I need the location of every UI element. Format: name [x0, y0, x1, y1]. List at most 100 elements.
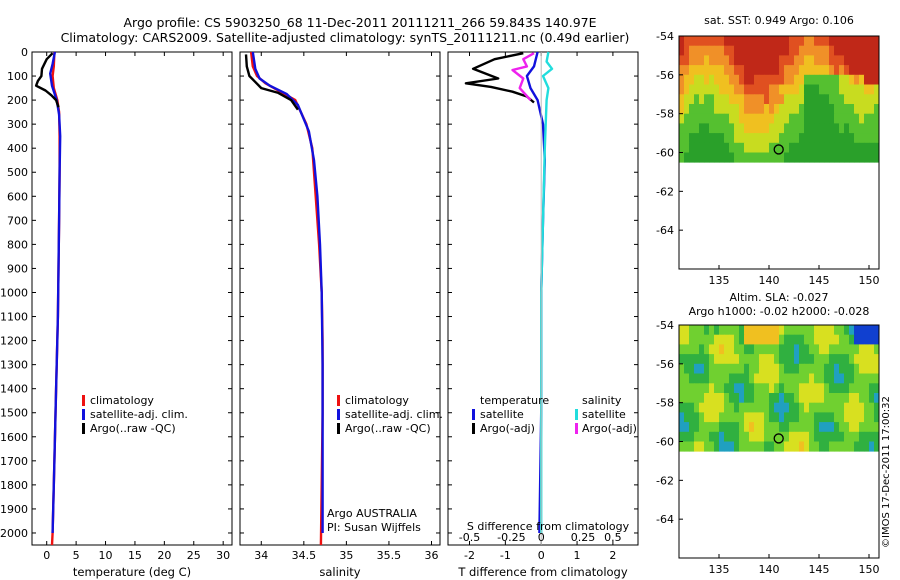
heatmap-cell	[869, 142, 875, 153]
heatmap-cell	[694, 393, 700, 404]
heatmap-cell	[834, 402, 840, 413]
heatmap-cell	[709, 65, 715, 76]
heatmap-cell	[699, 55, 705, 66]
heatmap-cell	[734, 344, 740, 355]
heatmap-cell	[789, 422, 795, 433]
heatmap-cell	[794, 133, 800, 144]
heatmap-cell	[729, 344, 735, 355]
heatmap-cell	[874, 123, 880, 134]
heatmap-cell	[839, 36, 845, 47]
heatmap-cell	[864, 113, 870, 124]
heatmap-cell	[864, 334, 870, 345]
heatmap-cell	[774, 36, 780, 47]
heatmap-cell	[729, 393, 735, 404]
heatmap-cell	[829, 55, 835, 66]
heatmap-cell	[869, 422, 875, 433]
heatmap-cell	[799, 402, 805, 413]
heatmap-cell	[824, 113, 830, 124]
heatmap-cell	[854, 152, 860, 163]
heatmap-cell	[684, 133, 690, 144]
heatmap-cell	[794, 344, 800, 355]
heatmap-cell	[719, 373, 725, 384]
heatmap-cell	[799, 152, 805, 163]
heatmap-cell	[684, 383, 690, 394]
lon-tick-label: 135	[709, 274, 730, 287]
heatmap-cell	[739, 104, 745, 115]
legend-swatch	[337, 395, 340, 406]
heatmap-cell	[824, 393, 830, 404]
heatmap-cell	[869, 133, 875, 144]
heatmap-cell	[759, 65, 765, 76]
heatmap-cell	[764, 441, 770, 452]
heatmap-cell	[764, 363, 770, 374]
heatmap-cell	[714, 84, 720, 95]
heatmap-cell	[769, 393, 775, 404]
heatmap-cell	[759, 142, 765, 153]
heatmap-cell	[769, 363, 775, 374]
heatmap-cell	[764, 383, 770, 394]
heatmap-cell	[729, 65, 735, 76]
heatmap-cell	[869, 373, 875, 384]
heatmap-cell	[709, 94, 715, 105]
heatmap-cell	[714, 422, 720, 433]
heatmap-cell	[699, 344, 705, 355]
lat-tick-label: -54	[656, 30, 674, 43]
heatmap-cell	[729, 373, 735, 384]
heatmap-cell	[859, 383, 865, 394]
heatmap-cell	[759, 373, 765, 384]
heatmap-cell	[754, 74, 760, 85]
heatmap-cell	[874, 402, 880, 413]
heatmap-cell	[729, 354, 735, 365]
legend-label: climatology	[345, 394, 409, 407]
lat-tick-label: -62	[656, 185, 674, 198]
heatmap-cell	[869, 412, 875, 423]
heatmap-cell	[719, 113, 725, 124]
heatmap-cell	[754, 104, 760, 115]
heatmap-cell	[814, 431, 820, 442]
heatmap-cell	[739, 431, 745, 442]
heatmap-cell	[719, 431, 725, 442]
heatmap-cell	[799, 133, 805, 144]
heatmap-cell	[854, 104, 860, 115]
heatmap-cell	[749, 325, 755, 336]
heatmap-cell	[774, 393, 780, 404]
heatmap-cell	[789, 133, 795, 144]
heatmap-cell	[819, 84, 825, 95]
heatmap-cell	[684, 104, 690, 115]
heatmap-cell	[809, 412, 815, 423]
heatmap-cell	[739, 152, 745, 163]
heatmap-cell	[834, 325, 840, 336]
heatmap-cell	[814, 412, 820, 423]
heatmap-cell	[729, 431, 735, 442]
argo-position-marker	[773, 144, 784, 155]
heatmap-cell	[779, 412, 785, 423]
heatmap-cell	[789, 334, 795, 345]
heatmap-cell	[854, 354, 860, 365]
heatmap-cell	[719, 104, 725, 115]
heatmap-cell	[859, 393, 865, 404]
heatmap-cell	[704, 74, 710, 85]
heatmap-cell	[804, 325, 810, 336]
heatmap-cell	[804, 36, 810, 47]
heatmap-cell	[794, 393, 800, 404]
heatmap-cell	[694, 441, 700, 452]
heatmap-cell	[689, 74, 695, 85]
heatmap-cell	[834, 55, 840, 66]
heatmap-cell	[779, 65, 785, 76]
heatmap-cell	[789, 354, 795, 365]
heatmap-cell	[849, 152, 855, 163]
heatmap-cell	[749, 65, 755, 76]
heatmap-cell	[699, 393, 705, 404]
heatmap-cell	[679, 152, 685, 163]
heatmap-cell	[779, 441, 785, 452]
heatmap-cell	[854, 393, 860, 404]
heatmap-cell	[699, 142, 705, 153]
heatmap-cell	[694, 373, 700, 384]
heatmap-cell	[699, 94, 705, 105]
heatmap-cell	[734, 133, 740, 144]
lat-tick-label: -64	[656, 513, 674, 526]
heatmap-cell	[704, 123, 710, 134]
heatmap-cell	[719, 142, 725, 153]
heatmap-cell	[774, 422, 780, 433]
heatmap-cell	[779, 123, 785, 134]
